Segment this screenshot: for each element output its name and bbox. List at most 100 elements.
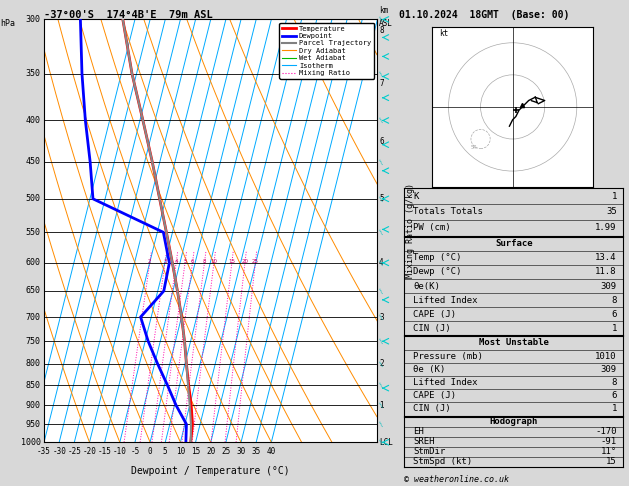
Text: 01.10.2024  18GMT  (Base: 00): 01.10.2024 18GMT (Base: 00) — [399, 10, 570, 20]
Text: 25: 25 — [221, 447, 230, 456]
Text: 600: 600 — [26, 259, 41, 267]
Text: EH: EH — [413, 427, 424, 436]
Text: /: / — [379, 17, 385, 22]
Text: Dewp (°C): Dewp (°C) — [413, 267, 462, 277]
Text: 10: 10 — [210, 259, 218, 263]
Text: StmSpd (kt): StmSpd (kt) — [413, 457, 472, 466]
Text: 350: 350 — [26, 69, 41, 78]
Text: 30: 30 — [237, 447, 246, 456]
Text: 900: 900 — [26, 401, 41, 410]
Text: km: km — [379, 6, 388, 15]
Text: SREH: SREH — [413, 437, 435, 446]
Text: 11°: 11° — [601, 447, 617, 456]
Text: 6: 6 — [191, 259, 194, 263]
Text: 5: 5 — [183, 259, 187, 263]
Text: 1000: 1000 — [21, 438, 41, 447]
Text: 800: 800 — [26, 359, 41, 368]
Text: CIN (J): CIN (J) — [413, 324, 451, 333]
Text: /: / — [379, 229, 385, 235]
Text: 6: 6 — [611, 391, 617, 400]
Text: /: / — [379, 288, 385, 294]
Text: 5: 5 — [163, 447, 167, 456]
Text: θe(K): θe(K) — [413, 281, 440, 291]
Text: 20: 20 — [242, 259, 248, 263]
Text: 650: 650 — [26, 286, 41, 295]
Text: -37°00'S  174°4B'E  79m ASL: -37°00'S 174°4B'E 79m ASL — [44, 10, 213, 20]
Text: Dewpoint / Temperature (°C): Dewpoint / Temperature (°C) — [131, 466, 290, 475]
Text: 0: 0 — [148, 447, 152, 456]
Text: Totals Totals: Totals Totals — [413, 208, 483, 216]
Text: -5: -5 — [130, 447, 140, 456]
Text: 550: 550 — [26, 228, 41, 237]
Text: 1: 1 — [611, 191, 617, 201]
Text: 25: 25 — [252, 259, 259, 263]
Text: hPa: hPa — [1, 19, 16, 29]
Text: LCL: LCL — [379, 438, 393, 447]
Text: 8: 8 — [379, 26, 384, 35]
Text: 500: 500 — [26, 194, 41, 203]
Text: -30: -30 — [52, 447, 66, 456]
Text: 8: 8 — [611, 295, 617, 305]
Text: 40: 40 — [267, 447, 276, 456]
Legend: Temperature, Dewpoint, Parcel Trajectory, Dry Adiabat, Wet Adiabat, Isotherm, Mi: Temperature, Dewpoint, Parcel Trajectory… — [279, 23, 374, 79]
Text: -10: -10 — [113, 447, 126, 456]
Text: /: / — [379, 361, 385, 367]
Text: /: / — [379, 402, 385, 408]
Text: /: / — [379, 196, 385, 202]
Text: 13.4: 13.4 — [595, 253, 617, 262]
Text: -15: -15 — [97, 447, 111, 456]
Text: 15: 15 — [228, 259, 235, 263]
Text: 7: 7 — [379, 79, 384, 88]
Text: 4: 4 — [174, 259, 178, 263]
Text: CAPE (J): CAPE (J) — [413, 391, 456, 400]
Text: 400: 400 — [26, 116, 41, 125]
Text: Mixing Ratio (g/kg): Mixing Ratio (g/kg) — [406, 183, 415, 278]
Text: © weatheronline.co.uk: © weatheronline.co.uk — [404, 474, 509, 484]
Text: 5: 5 — [379, 194, 384, 203]
Text: 1.99: 1.99 — [595, 223, 617, 232]
Text: /: / — [379, 118, 385, 123]
Text: /: / — [379, 260, 385, 266]
Text: 8: 8 — [203, 259, 206, 263]
Text: 950: 950 — [26, 420, 41, 429]
Text: CAPE (J): CAPE (J) — [413, 310, 456, 319]
Text: θe (K): θe (K) — [413, 365, 445, 374]
Text: 309: 309 — [601, 281, 617, 291]
Text: 35: 35 — [252, 447, 261, 456]
Text: Lifted Index: Lifted Index — [413, 295, 477, 305]
Text: Hodograph: Hodograph — [490, 417, 538, 426]
Text: -170: -170 — [595, 427, 617, 436]
Text: 6: 6 — [611, 310, 617, 319]
Text: -25: -25 — [67, 447, 81, 456]
Text: 11.8: 11.8 — [595, 267, 617, 277]
Text: 309: 309 — [601, 365, 617, 374]
Text: 450: 450 — [26, 157, 41, 166]
Text: ASL: ASL — [379, 19, 393, 28]
Text: 300: 300 — [26, 15, 41, 24]
Text: 1: 1 — [611, 324, 617, 333]
Text: Surface: Surface — [495, 239, 533, 248]
Text: 6: 6 — [379, 137, 384, 146]
Text: -35: -35 — [37, 447, 51, 456]
Text: Temp (°C): Temp (°C) — [413, 253, 462, 262]
Text: 3: 3 — [163, 259, 167, 263]
Text: 700: 700 — [26, 312, 41, 322]
Text: /: / — [379, 70, 385, 76]
Text: /: / — [379, 382, 385, 388]
Text: -20: -20 — [82, 447, 96, 456]
Text: 35: 35 — [606, 208, 617, 216]
Text: 750: 750 — [26, 337, 41, 346]
Text: Pressure (mb): Pressure (mb) — [413, 351, 483, 361]
Text: K: K — [413, 191, 418, 201]
Text: 1010: 1010 — [595, 351, 617, 361]
Text: CIN (J): CIN (J) — [413, 404, 451, 414]
Text: 8: 8 — [611, 378, 617, 387]
Text: PW (cm): PW (cm) — [413, 223, 451, 232]
Text: Most Unstable: Most Unstable — [479, 338, 549, 347]
Text: 850: 850 — [26, 381, 41, 390]
Text: StmDir: StmDir — [413, 447, 445, 456]
Text: 1: 1 — [611, 404, 617, 414]
Text: /: / — [379, 159, 385, 165]
Text: 1: 1 — [379, 401, 384, 410]
Text: 3: 3 — [379, 312, 384, 322]
